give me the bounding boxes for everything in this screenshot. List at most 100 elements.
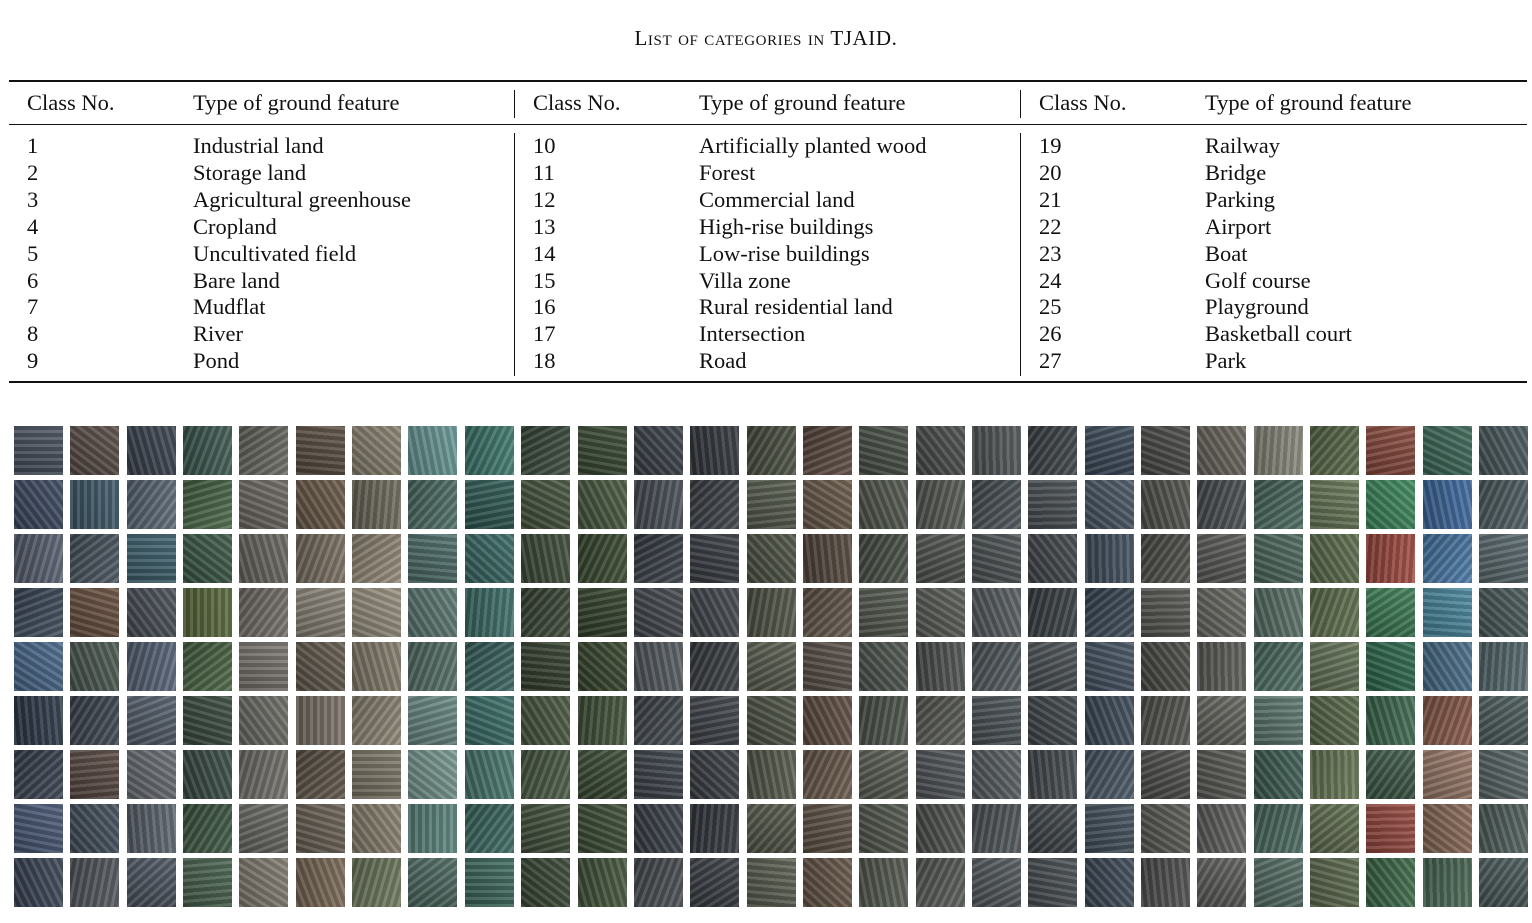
sample-image-tile [972, 750, 1021, 799]
ground-feature-type: Storage land [193, 159, 307, 185]
sample-image-tile [126, 750, 176, 799]
sample-image-tile [915, 480, 965, 529]
sample-image-tile [14, 480, 63, 529]
sample-image-tile [802, 750, 852, 799]
sample-image-tile [14, 858, 63, 907]
sample-image-tile [1028, 588, 1078, 637]
sample-image-tile [859, 642, 909, 691]
sample-image-tile [1366, 588, 1416, 637]
sample-image-tile [239, 696, 289, 745]
sample-image-tile [690, 426, 740, 475]
sample-image-tile [859, 858, 909, 907]
sample-image-tile [1084, 534, 1134, 583]
sample-image-tile [577, 858, 627, 907]
sample-image-tile [1028, 534, 1078, 583]
class-number: 1 [27, 133, 39, 158]
class-number: 17 [533, 321, 556, 347]
sample-image-tile [1197, 750, 1247, 799]
ground-feature-type: Basketball court [1205, 321, 1352, 347]
sample-image-tile [521, 804, 571, 853]
sample-image-tile [1253, 804, 1303, 853]
sample-image-tile [633, 426, 683, 475]
sample-image-tile [577, 804, 627, 853]
sample-image-tile [239, 426, 289, 475]
ground-feature-type: Bare land [193, 267, 280, 293]
header-type: Type of ground feature [193, 90, 400, 115]
class-number: 19 [1039, 133, 1062, 158]
ground-feature-type: Parking [1205, 186, 1275, 212]
sample-image-tile [690, 750, 740, 799]
ground-feature-type: Park [1205, 348, 1247, 374]
sample-image-tile [239, 858, 289, 907]
ground-feature-type: Low-rise buildings [699, 240, 870, 266]
class-number: 3 [27, 186, 39, 212]
sample-image-tile [464, 858, 514, 907]
class-number: 11 [533, 159, 555, 185]
class-number: 2 [27, 159, 39, 185]
sample-image-tile [859, 588, 909, 637]
class-number: 15 [533, 267, 556, 293]
sample-image-tile [1479, 480, 1529, 529]
sample-image-tile [1422, 534, 1472, 583]
ground-feature-type: Agricultural greenhouse [193, 186, 412, 212]
sample-image-tile [352, 750, 402, 799]
sample-image-tile [802, 588, 852, 637]
sample-image-tile [577, 588, 627, 637]
header-class-no: Class No. [533, 90, 621, 115]
sample-image-tile [464, 750, 514, 799]
sample-image-tile [972, 588, 1021, 637]
sample-image-tile [1253, 534, 1303, 583]
sample-image-tile [1310, 480, 1359, 529]
sample-image-tile [1310, 426, 1359, 475]
sample-image-tile [1310, 642, 1359, 691]
sample-image-tile [295, 750, 345, 799]
sample-image-tile [1366, 480, 1416, 529]
sample-image-tile [1310, 534, 1359, 583]
ground-feature-type: Villa zone [699, 267, 791, 293]
sample-image-tile [1253, 588, 1303, 637]
sample-image-tile [633, 480, 683, 529]
header-type: Type of ground feature [699, 90, 906, 115]
ground-feature-type: Artificially planted wood [699, 133, 927, 158]
sample-image-tile [464, 696, 514, 745]
sample-image-tile [521, 534, 571, 583]
class-number: 9 [27, 348, 39, 374]
table-caption: List of categories in TJAID. [634, 26, 898, 50]
sample-image-tile [802, 534, 852, 583]
class-number: 10 [533, 133, 556, 158]
ground-feature-type: Forest [699, 159, 756, 185]
sample-image-tile [1422, 750, 1472, 799]
ground-feature-type: Commercial land [699, 186, 855, 212]
sample-image-tile [70, 534, 120, 583]
sample-image-tile [183, 804, 233, 853]
sample-image-tile [577, 534, 627, 583]
sample-image-tile [1028, 750, 1078, 799]
sample-image-tile [70, 750, 120, 799]
sample-image-tile [239, 804, 289, 853]
sample-image-tile [972, 534, 1021, 583]
sample-image-tile [239, 588, 289, 637]
sample-image-tile [633, 642, 683, 691]
sample-image-tile [239, 480, 289, 529]
sample-image-tile [295, 534, 345, 583]
class-number: 25 [1039, 294, 1062, 320]
sample-image-tile [802, 480, 852, 529]
sample-image-tile [690, 642, 740, 691]
sample-image-tile [70, 642, 120, 691]
sample-image-tile [1141, 480, 1190, 529]
sample-image-tile [802, 804, 852, 853]
ground-feature-type: Airport [1205, 213, 1272, 239]
sample-image-tile [464, 426, 514, 475]
sample-image-tile [1197, 534, 1247, 583]
sample-image-tile [1253, 858, 1303, 907]
class-number: 20 [1039, 159, 1062, 185]
sample-image-tile [972, 696, 1021, 745]
ground-feature-type: Railway [1205, 133, 1280, 158]
sample-image-tile [126, 480, 176, 529]
sample-image-tile [1366, 804, 1416, 853]
sample-image-tile [239, 642, 289, 691]
sample-image-tile [183, 696, 233, 745]
sample-image-tile [126, 804, 176, 853]
body-column-separator [1020, 133, 1021, 376]
sample-image-tile [915, 804, 965, 853]
